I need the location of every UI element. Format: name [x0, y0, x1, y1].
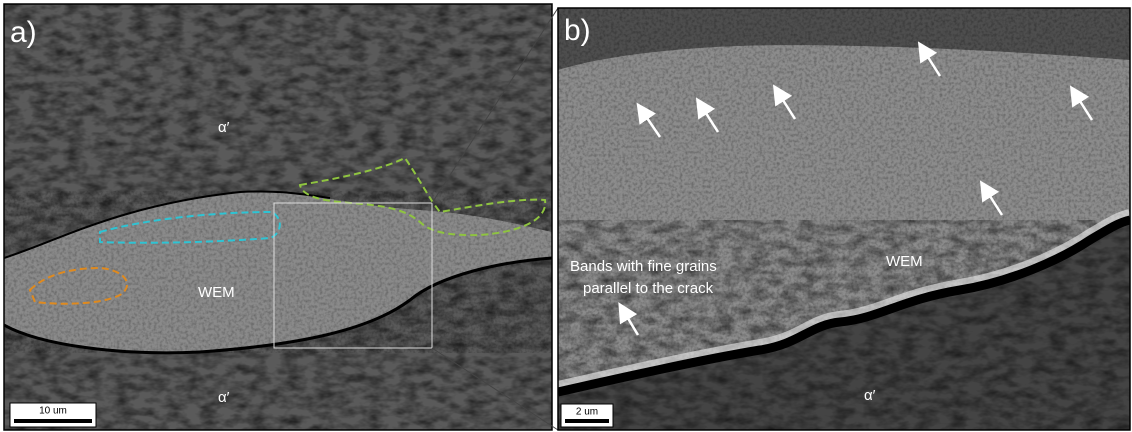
panel-label: b): [564, 14, 591, 47]
annotation: WEM: [198, 284, 235, 301]
panel-label: a): [10, 16, 37, 49]
scale-bar: [14, 419, 92, 423]
annotation: WEM: [886, 253, 923, 270]
scale-bar: [565, 419, 609, 423]
panel-b: [558, 8, 1130, 430]
annotation: α′: [218, 119, 230, 136]
annotation: α′: [864, 387, 876, 404]
panel-a: [4, 4, 552, 430]
figure: a) α′ WEM α′ 10 um b) Bands with fine gr…: [0, 0, 1132, 432]
annotation: Bands with fine grains: [570, 258, 717, 275]
annotation: parallel to the crack: [583, 280, 714, 297]
scale-bar-label: 2 um: [576, 407, 598, 418]
annotation: α′: [218, 389, 230, 406]
scale-bar-label: 10 um: [39, 406, 67, 417]
